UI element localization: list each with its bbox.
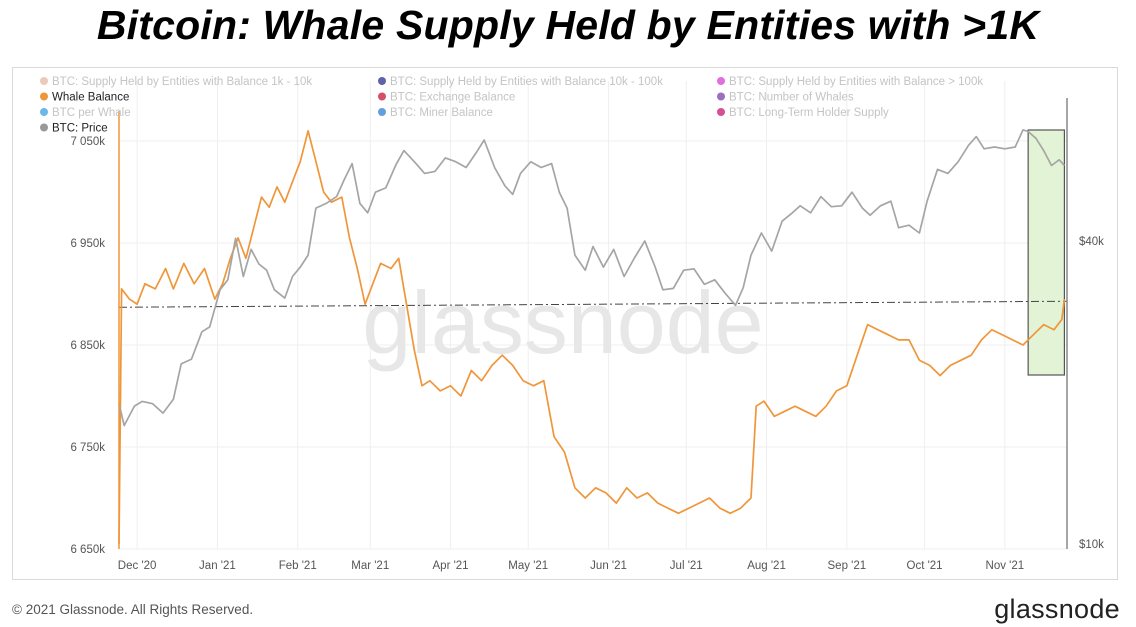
- x-tick-label: Sep '21: [828, 560, 867, 572]
- x-tick-label: Mar '21: [351, 560, 389, 572]
- legend-marker: [40, 108, 48, 116]
- y-left-tick-label: 6 950k: [70, 238, 105, 250]
- x-tick-label: Jun '21: [590, 560, 627, 572]
- legend-marker: [378, 92, 386, 101]
- chart-svg: glassnode 6 650k 6 750k 6 850k 6 950k 7 050k $…: [40, 76, 1104, 572]
- legend-marker: [717, 108, 725, 116]
- legend-marker: [40, 77, 48, 85]
- legend: BTC: Supply Held by Entities with Balanc…: [40, 76, 983, 135]
- chart-title: Bitcoin: Whale Supply Held by Entities w…: [96, 2, 1040, 48]
- highlight-box: [1027, 129, 1066, 376]
- legend-item-label: BTC: Supply Held by Entities with Balanc…: [52, 76, 312, 88]
- legend-marker: [378, 108, 386, 116]
- legend-marker: [717, 77, 725, 85]
- legend-item-label: BTC: Price: [52, 123, 108, 135]
- copyright-text: © 2021 Glassnode. All Rights Reserved.: [12, 602, 254, 617]
- legend-item-label: BTC: Supply Held by Entities with Balanc…: [729, 76, 983, 88]
- x-tick-label: Oct '21: [907, 560, 943, 572]
- chart-panel: glassnode 6 650k 6 750k 6 850k 6 950k 7 050k $…: [12, 67, 1118, 580]
- legend-item-label: BTC: Exchange Balance: [390, 92, 515, 104]
- y-right-tick-label: $40k: [1079, 236, 1104, 248]
- y-left-tick-label: 6 850k: [70, 340, 105, 352]
- x-tick-label: Jul '21: [670, 560, 703, 572]
- y-left-tick-label: 7 050k: [70, 136, 105, 148]
- legend-item-label: BTC: Number of Whales: [729, 92, 854, 104]
- reference-line: [118, 300, 1068, 308]
- x-tick-label: May '21: [508, 560, 548, 572]
- whale-balance-line: [118, 129, 1066, 544]
- y-right-tick-label: $10k: [1079, 539, 1104, 551]
- legend-item-label: BTC: Supply Held by Entities with Balanc…: [390, 76, 663, 88]
- x-tick-label: Apr '21: [433, 560, 469, 572]
- y-left-tick-label: 6 650k: [70, 544, 105, 556]
- btc-price-line: [118, 129, 1066, 427]
- x-tick-label: Dec '20: [118, 560, 157, 572]
- legend-item-label: BTC per Whale: [52, 107, 131, 119]
- x-tick-label: Aug '21: [747, 560, 786, 572]
- legend-marker: [717, 92, 725, 101]
- y-left-tick-label: 6 750k: [70, 442, 105, 454]
- x-tick-label: Feb '21: [279, 560, 317, 572]
- legend-item-label: Whale Balance: [52, 92, 129, 104]
- legend-item-label: BTC: Miner Balance: [390, 107, 493, 119]
- x-tick-label: Jan '21: [199, 560, 236, 572]
- legend-marker: [378, 77, 386, 85]
- legend-item-label: BTC: Long-Term Holder Supply: [729, 107, 889, 119]
- x-tick-label: Nov '21: [986, 560, 1025, 572]
- watermark-text: glassnode: [362, 273, 763, 372]
- brand-logo: glassnode: [994, 594, 1120, 624]
- legend-marker: [40, 123, 48, 132]
- legend-marker: [40, 92, 48, 101]
